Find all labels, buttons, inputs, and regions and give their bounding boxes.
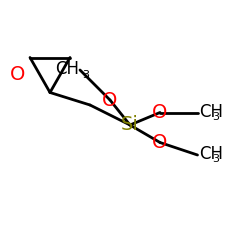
Text: O: O <box>102 90 118 110</box>
Text: 3: 3 <box>212 112 220 122</box>
Text: CH: CH <box>55 60 79 78</box>
Text: CH: CH <box>199 145 223 163</box>
Text: CH: CH <box>199 103 223 121</box>
Text: O: O <box>10 66 25 84</box>
Text: O: O <box>152 133 168 152</box>
Text: Si: Si <box>121 116 139 134</box>
Text: 3: 3 <box>82 70 89 80</box>
Text: O: O <box>152 103 168 122</box>
Text: 3: 3 <box>212 154 220 164</box>
